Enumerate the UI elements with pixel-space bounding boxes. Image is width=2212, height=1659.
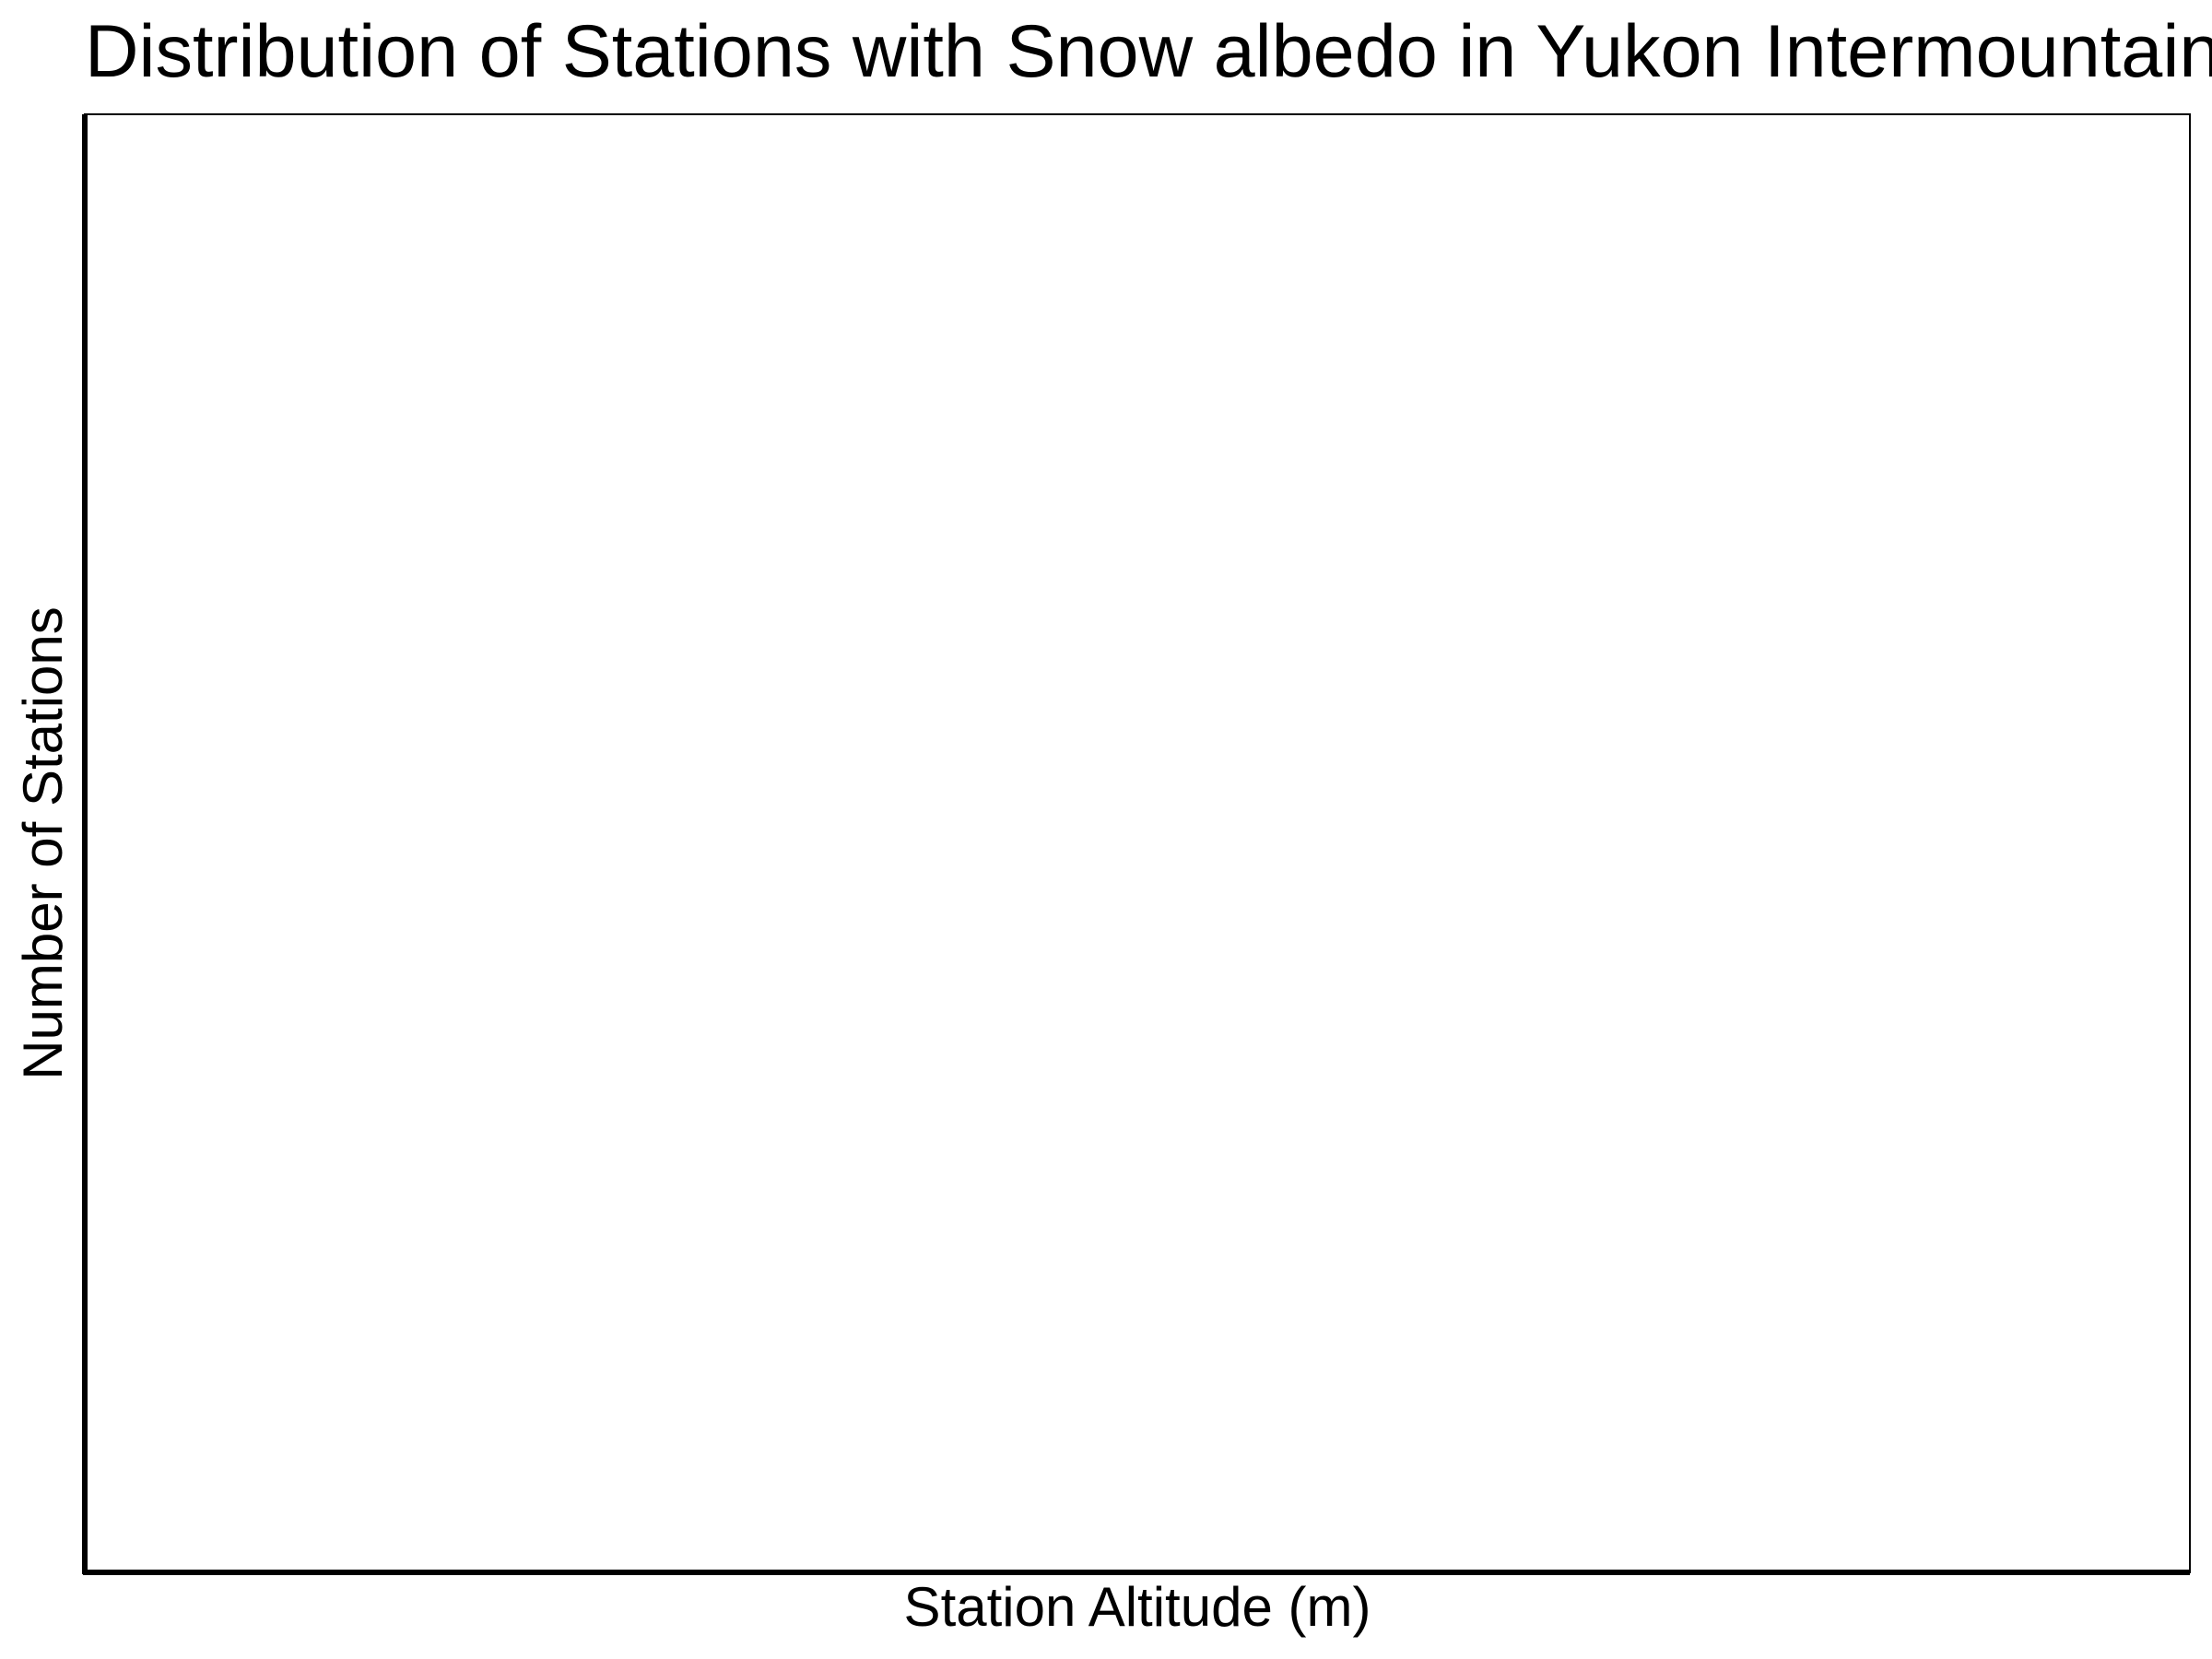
plot-area — [82, 113, 2191, 1575]
x-axis-label: Station Altitude (m) — [904, 1576, 1371, 1638]
y-axis-label: Number of Stations — [12, 606, 74, 1080]
chart-title: Distribution of Stations with Snow albed… — [85, 10, 2212, 93]
